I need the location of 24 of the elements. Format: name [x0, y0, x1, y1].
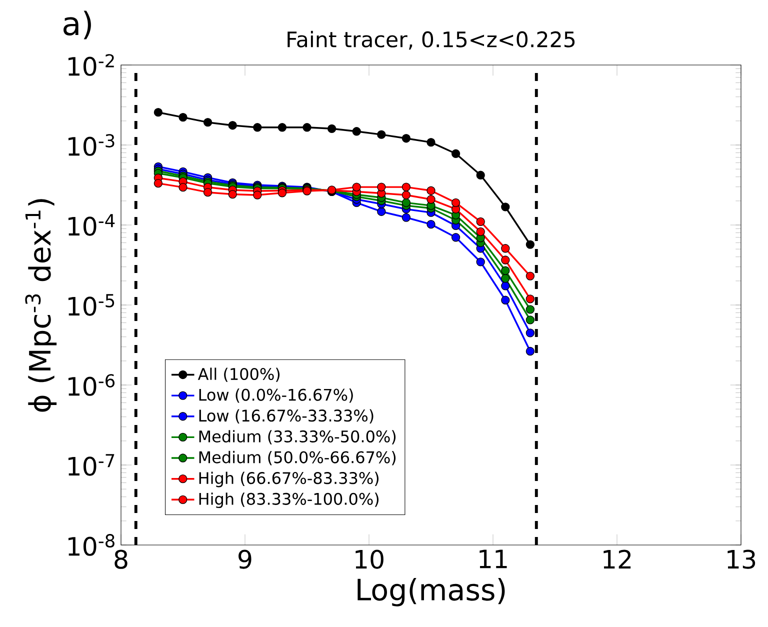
y-tick-label: 10$^{-4}$: [68, 214, 115, 236]
text: a): [64, 10, 91, 40]
x-tick-label: 8: [114, 550, 128, 569]
y-tick-label: 10$^{-6}$: [68, 374, 115, 396]
chart-title: Faint tracer, 0.15<z<0.225: [288, 30, 575, 50]
x-tick-label: 12: [604, 550, 631, 569]
x-tick-label: 10: [356, 550, 384, 569]
legend-label: Low (0.0%-16.67%): [199, 388, 353, 403]
y-tick-label: 10$^{-2}$: [68, 54, 114, 76]
y-tick-label: 10$^{-5}$: [68, 294, 114, 316]
y-axis-title: ϕ (Mpc$^{-3}$ dex$^{-1}$): [25, 199, 57, 412]
legend-label: Medium (50.0%-66.67%): [199, 450, 396, 466]
legend-label: High (66.67%-83.33%): [199, 472, 379, 488]
x-axis-title: Log(mass): [358, 578, 505, 606]
y-tick-label: 10$^{-8}$: [68, 534, 114, 556]
y-tick-label: 10$^{-7}$: [68, 454, 114, 476]
x-tick-label: 11: [480, 550, 507, 568]
legend-label: Low (16.67%-33.33%): [199, 409, 374, 424]
legend-label: Medium (33.33%-50.0%): [199, 430, 396, 444]
y-tick-label: 10$^{-3}$: [68, 134, 114, 156]
x-tick-label: 13: [728, 550, 756, 569]
x-tick-label: 9: [238, 550, 252, 569]
legend-label: All (100%): [198, 368, 280, 382]
legend-label: High (83.33%-100.0%): [199, 492, 379, 508]
